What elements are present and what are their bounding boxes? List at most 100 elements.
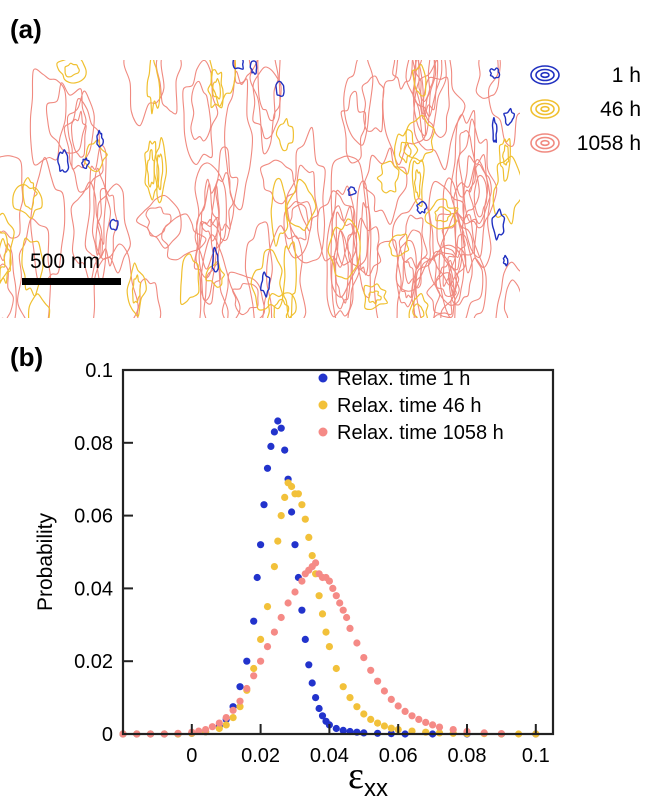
contour-line [252,66,282,140]
contour-line [0,263,14,318]
legend-item-1h: 1 h [528,62,645,88]
concentric-ellipses-icon [530,65,560,85]
contour-line [473,174,488,218]
data-point [353,639,361,647]
data-point [435,723,444,731]
contour-line [22,177,38,210]
y-tick-label: 0.06 [74,506,113,528]
data-point [270,428,278,436]
contour-line [96,129,104,148]
contour-line [207,69,224,109]
data-point [222,714,230,722]
probability-chart: 0 0.02 0.04 0.06 0.08 0.1 0 0.02 0.04 0.06 0.08 0.1… [34,360,555,802]
data-point [380,722,388,730]
data-point [367,715,375,723]
contour-line [195,216,222,305]
data-point [387,695,395,703]
data-point [298,501,306,509]
contour-legend: 1 h 46 h 1058 h [528,62,645,162]
contour-line [30,156,66,283]
data-point [229,706,237,714]
contour-line [95,183,131,274]
data-point [298,606,306,614]
contour-line [401,260,414,299]
contour-line [109,218,119,231]
data-point [374,719,382,727]
contour-line [438,211,484,318]
legend-marker [318,400,328,410]
data-point [315,592,323,600]
x-tick-label: 0.06 [379,745,418,767]
x-tick-label: 0 [186,745,197,767]
data-point [394,702,402,710]
contour-line [203,263,229,318]
contour-line [503,107,516,126]
data-point [449,726,457,734]
data-point [401,707,409,715]
contour-line [84,138,108,172]
data-point [305,661,313,669]
contour-map [0,60,520,318]
contour-line [182,60,219,166]
contour-line [205,260,225,288]
data-point [288,482,296,491]
data-point [222,721,230,729]
data-point [305,533,313,541]
panel-a-label: (a) [10,14,42,44]
contour-line [422,76,450,138]
contour-line [275,118,295,152]
contour-line [275,80,285,98]
legend-label: 1058 h [576,132,641,155]
contour-line [428,244,465,306]
data-point [250,672,258,680]
legend-item-46h: 46 h [528,96,645,122]
data-point [257,541,265,549]
contour-line [232,60,244,70]
contour-line [502,144,510,166]
contour-line [123,60,165,127]
scale-bar-label: 500 nm [30,250,101,273]
contour-line [0,230,9,271]
contour-line [190,80,212,142]
contour-line [503,279,520,318]
legend-label: 46 h [600,98,641,121]
x-tick-label: 0.02 [241,745,280,767]
contour-line [93,243,139,318]
data-point [374,677,382,685]
data-point [415,715,423,723]
scale-bar [22,278,121,285]
data-point [257,657,265,665]
contour-line [270,177,289,247]
contour-line [413,60,437,137]
data-point [215,724,223,733]
contour-line [285,178,317,231]
chart-legend: Relax. time 1 h Relax. time 46 h Relax. ti… [318,368,504,444]
data-point [325,643,333,651]
data-point [312,559,320,567]
contour-line [282,241,297,318]
data-point [332,664,340,673]
data-point [336,599,344,607]
y-tick-label: 0 [102,724,113,746]
legend-label: 1 h [611,64,641,87]
contour-line [340,90,367,164]
contour-line [17,218,52,318]
x-axis-label: εxx [348,755,388,802]
data-point [274,537,282,545]
data-point [263,464,272,472]
contour-line [415,250,460,318]
data-point [298,577,306,585]
contour-line [447,211,487,318]
data-point [215,719,223,727]
contour-line [21,237,44,297]
data-point [243,657,251,665]
data-point [260,501,268,509]
contour-line [161,213,207,261]
contour-line [257,60,279,122]
contour-line [426,272,457,316]
data-point [346,694,354,702]
contour-line [428,180,467,286]
contour-line [491,116,498,144]
y-tick-label: 0.1 [85,360,113,382]
contour-line [363,147,408,225]
